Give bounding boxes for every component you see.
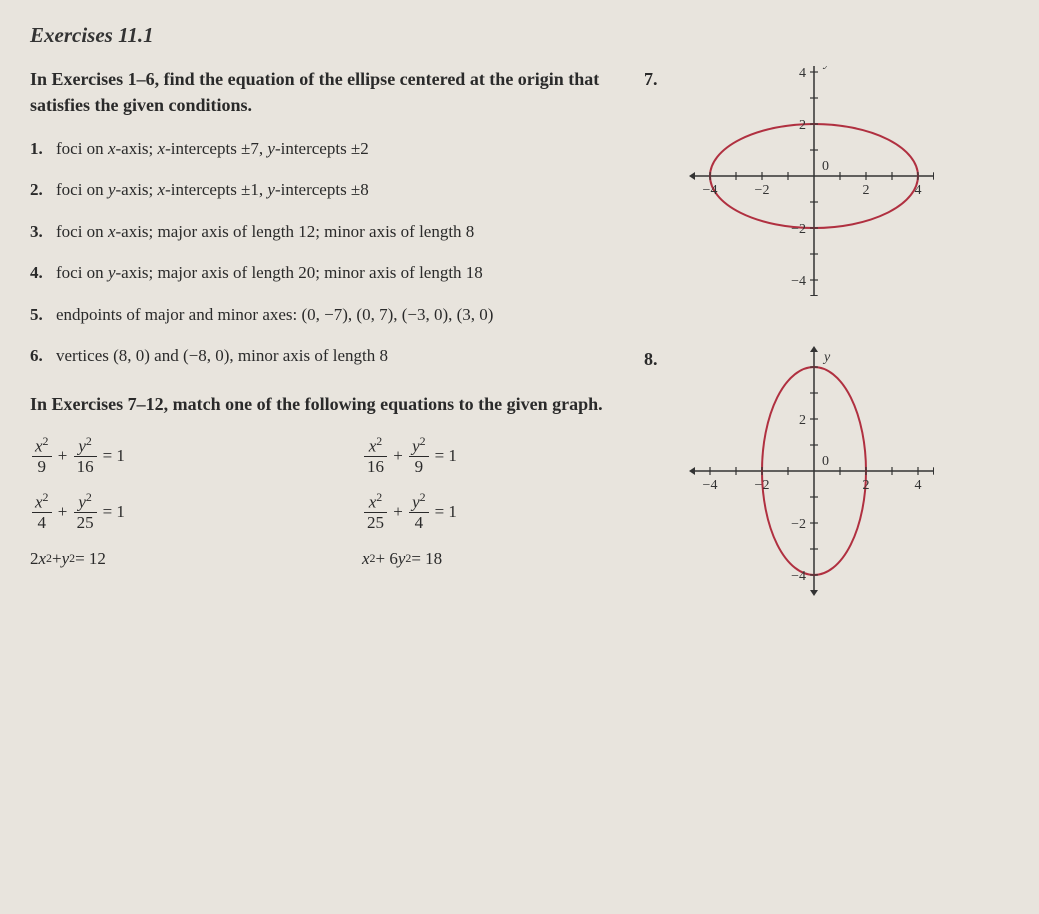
equals-one: = 1 [103, 499, 125, 525]
instructions-2: In Exercises 7–12, match one of the foll… [30, 391, 614, 417]
equation-c: x2 4 + y2 25 = 1 [30, 491, 282, 533]
svg-text:−2: −2 [791, 517, 806, 532]
ellipse-graph: −4−224−4−220xy [674, 346, 934, 606]
svg-text:−4: −4 [791, 274, 806, 289]
problem-number: 6. [30, 343, 56, 369]
svg-text:−2: −2 [791, 222, 806, 237]
svg-text:y: y [822, 350, 831, 365]
equation-e: 2x2 + y2 = 12 [30, 546, 282, 572]
plus-sign: + [54, 499, 72, 525]
svg-text:4: 4 [915, 478, 922, 493]
svg-text:−4: −4 [791, 569, 806, 584]
problem-2: 2. foci on y-axis; x-intercepts ±1, y-in… [30, 177, 614, 203]
problem-number: 4. [30, 260, 56, 286]
problem-8: 8. −4−224−4−220xy [644, 346, 1009, 606]
problem-4: 4. foci on y-axis; major axis of length … [30, 260, 614, 286]
left-column: In Exercises 1–6, find the equation of t… [30, 66, 614, 636]
ellipse-graph: −4−224−4−2240xy [674, 66, 934, 296]
equation-a: x2 9 + y2 16 = 1 [30, 435, 282, 477]
problem-1: 1. foci on x-axis; x-intercepts ±7, y-in… [30, 136, 614, 162]
svg-text:4: 4 [915, 183, 922, 198]
problem-text: vertices (8, 0) and (−8, 0), minor axis … [56, 343, 388, 369]
problem-text: foci on x-axis; major axis of length 12;… [56, 219, 474, 245]
problem-text: foci on y-axis; x-intercepts ±1, y-inter… [56, 177, 369, 203]
plus-sign: + [389, 443, 407, 469]
plus-sign: + [389, 499, 407, 525]
fraction: x2 16 [364, 435, 387, 477]
fraction: x2 9 [32, 435, 52, 477]
problem-number: 5. [30, 302, 56, 328]
problem-5: 5. endpoints of major and minor axes: (0… [30, 302, 614, 328]
equals-one: = 1 [435, 499, 457, 525]
fraction: y2 9 [409, 435, 429, 477]
problem-text: endpoints of major and minor axes: (0, −… [56, 302, 493, 328]
problem-number: 2. [30, 177, 56, 203]
exercises-title: Exercises 11.1 [30, 20, 1009, 52]
problem-text: foci on x-axis; x-intercepts ±7, y-inter… [56, 136, 369, 162]
plus-sign: + [54, 443, 72, 469]
equation-f: x2 + 6y2 = 18 [362, 546, 614, 572]
svg-text:−2: −2 [755, 478, 770, 493]
graph-8-container: −4−224−4−220xy [674, 346, 934, 606]
problem-6: 6. vertices (8, 0) and (−8, 0), minor ax… [30, 343, 614, 369]
problem-number: 1. [30, 136, 56, 162]
svg-text:2: 2 [799, 413, 806, 428]
svg-text:−4: −4 [703, 183, 718, 198]
svg-text:2: 2 [863, 478, 870, 493]
equals-one: = 1 [435, 443, 457, 469]
problem-text: foci on y-axis; major axis of length 20;… [56, 260, 483, 286]
svg-text:4: 4 [799, 66, 806, 81]
svg-text:0: 0 [822, 454, 829, 469]
equals-one: = 1 [103, 443, 125, 469]
svg-text:−4: −4 [703, 478, 718, 493]
problem-number: 3. [30, 219, 56, 245]
equation-b: x2 16 + y2 9 = 1 [362, 435, 614, 477]
svg-text:2: 2 [863, 183, 870, 198]
fraction: y2 16 [74, 435, 97, 477]
instructions-1: In Exercises 1–6, find the equation of t… [30, 66, 614, 118]
fraction: x2 4 [32, 491, 52, 533]
problem-number: 8. [644, 346, 674, 606]
problem-number: 7. [644, 66, 674, 296]
equation-grid: x2 9 + y2 16 = 1 x2 16 + y2 9 [30, 435, 614, 572]
problem-3: 3. foci on x-axis; major axis of length … [30, 219, 614, 245]
graph-7-container: −4−224−4−2240xy [674, 66, 934, 296]
svg-text:0: 0 [822, 159, 829, 174]
problem-7: 7. −4−224−4−2240xy [644, 66, 1009, 296]
right-column: 7. −4−224−4−2240xy 8. −4−224−4−220xy [644, 66, 1009, 636]
svg-text:−2: −2 [755, 183, 770, 198]
svg-text:2: 2 [799, 118, 806, 133]
fraction: y2 25 [74, 491, 97, 533]
fraction: x2 25 [364, 491, 387, 533]
content-columns: In Exercises 1–6, find the equation of t… [30, 66, 1009, 636]
svg-text:y: y [822, 66, 831, 70]
fraction: y2 4 [409, 491, 429, 533]
equation-d: x2 25 + y2 4 = 1 [362, 491, 614, 533]
